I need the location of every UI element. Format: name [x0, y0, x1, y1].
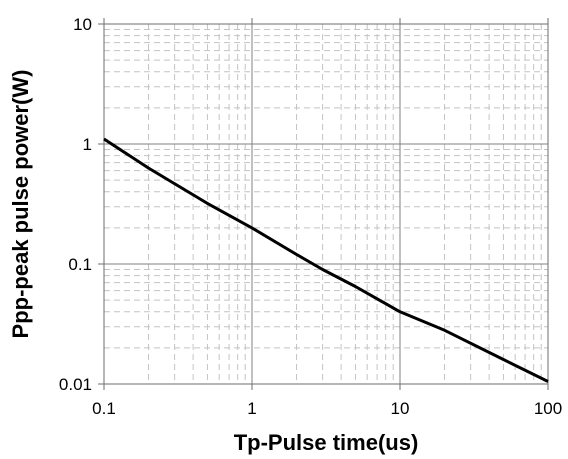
y-tick-label: 1 — [83, 135, 92, 154]
series-group — [103, 137, 549, 383]
x-axis-title: Tp-Pulse time(us) — [234, 430, 419, 455]
y-tick-label: 0.01 — [59, 375, 92, 394]
series-line — [103, 137, 549, 383]
y-axis-title: Ppp-peak pulse power(W) — [8, 70, 33, 339]
x-tick-label: 10 — [391, 399, 410, 418]
axis-ticks — [98, 18, 549, 390]
major-grid — [103, 23, 549, 385]
y-tick-label: 10 — [73, 15, 92, 34]
y-tick-label: 0.1 — [68, 255, 92, 274]
x-tick-label: 1 — [247, 399, 256, 418]
x-tick-labels: 0.1 1 10 100 — [92, 399, 562, 418]
x-tick-label: 100 — [534, 399, 562, 418]
x-tick-label: 0.1 — [92, 399, 116, 418]
y-tick-labels: 10 1 0.1 0.01 — [59, 15, 92, 394]
plot-frame — [103, 23, 549, 385]
minor-grid — [104, 24, 548, 384]
